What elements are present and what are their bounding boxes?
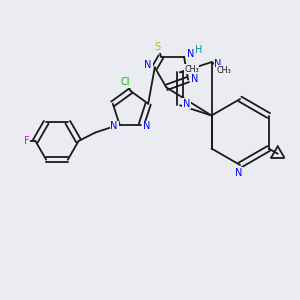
Text: H: H <box>195 45 203 55</box>
Text: N: N <box>187 49 194 59</box>
Text: CH₃: CH₃ <box>184 65 199 74</box>
Text: Cl: Cl <box>120 77 130 87</box>
Text: F: F <box>24 136 30 146</box>
Text: CH₃: CH₃ <box>217 66 232 75</box>
Text: N: N <box>191 74 198 85</box>
Text: N: N <box>143 121 151 131</box>
Text: N: N <box>214 58 222 69</box>
Text: N: N <box>183 99 190 109</box>
Text: N: N <box>145 60 152 70</box>
Text: N: N <box>235 167 242 178</box>
Text: S: S <box>154 42 161 52</box>
Text: N: N <box>110 121 118 131</box>
